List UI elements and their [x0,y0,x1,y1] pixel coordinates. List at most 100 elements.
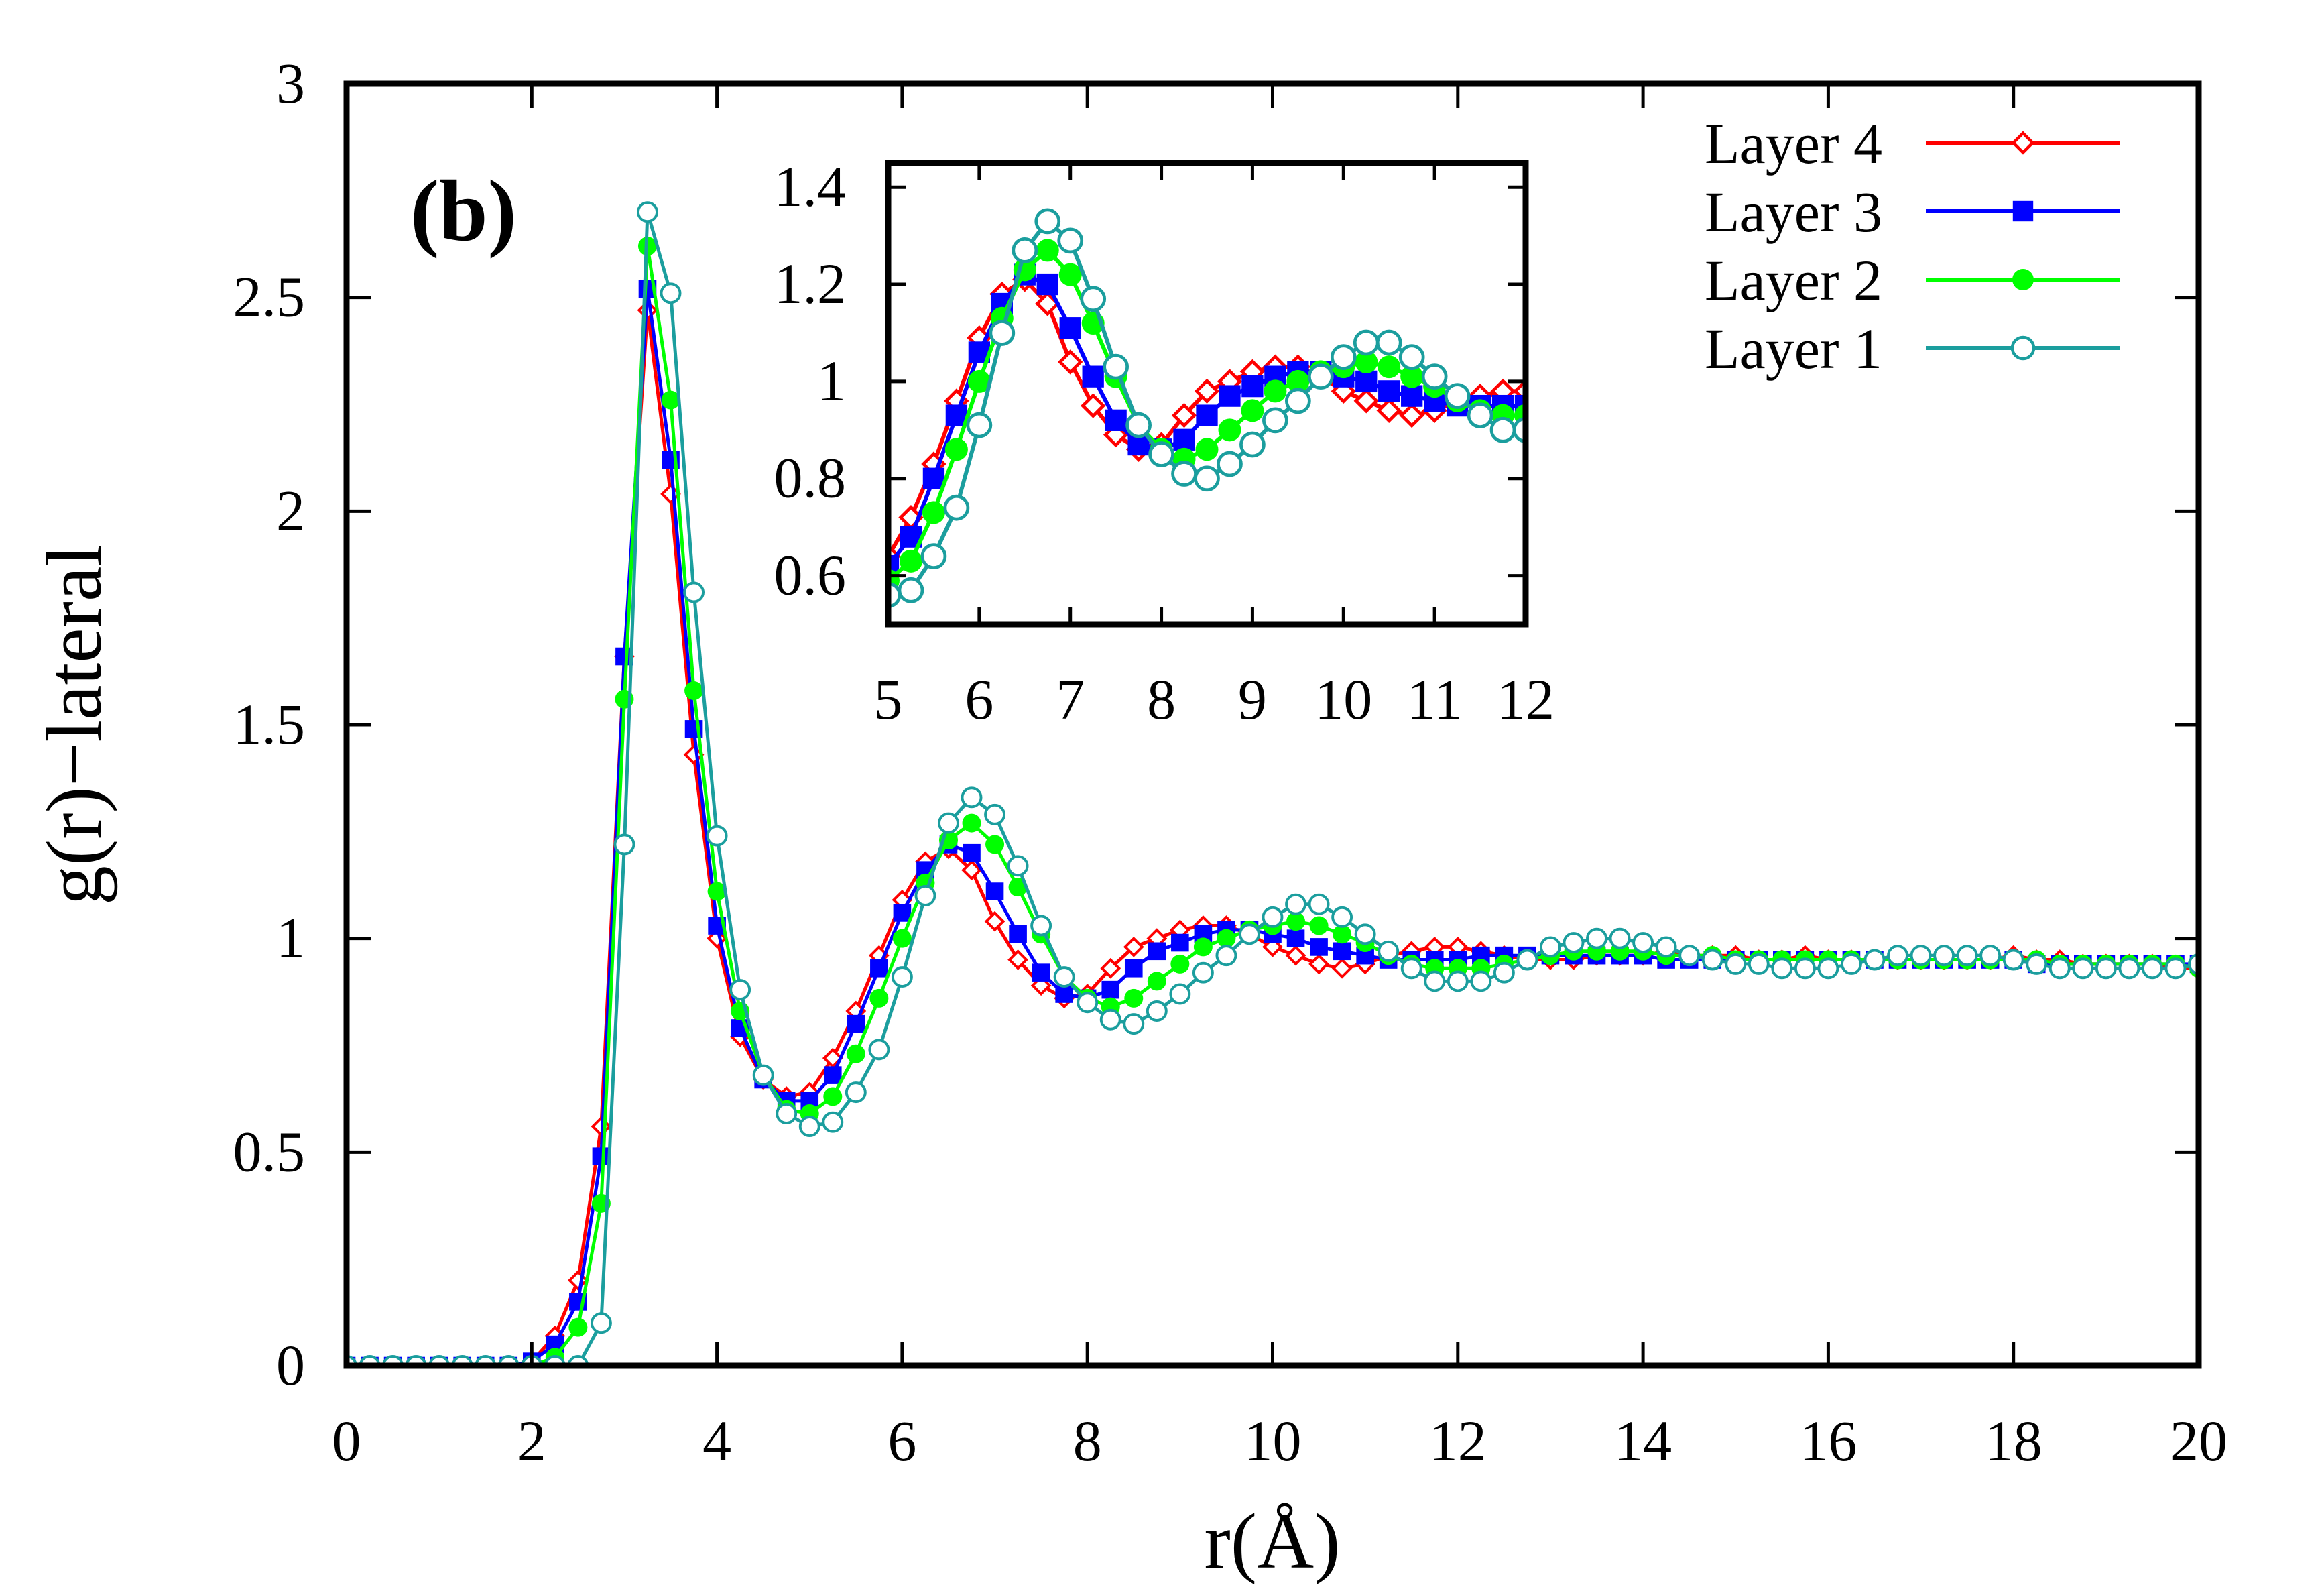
y-axis-title: g(r)−lateral [30,544,118,905]
inset-data-point [1353,329,1380,356]
main-data-point [2002,949,2024,971]
main-data-point [683,581,705,603]
inset-data-point [1059,317,1081,339]
inset-data-point [854,565,877,587]
inset-data-point [1538,386,1559,406]
inset-data-point [1467,402,1493,428]
main-x-tick-label: 0 [332,1409,361,1473]
main-data-point [1147,972,1166,991]
inset-data-point [854,569,877,592]
inset-x-tick-label: 6 [965,667,993,731]
inset-data-point [1082,365,1104,388]
inset-data-point [1171,402,1197,428]
main-data-point [1262,937,1283,957]
main-data-point [869,988,889,1008]
inset-data-point [1103,353,1129,380]
main-data-point [1933,945,1955,967]
inset-data-point [1330,344,1357,371]
inset-data-point [1219,385,1241,407]
main-data-point [1146,1000,1168,1022]
main-data-point [985,835,1005,854]
main-x-tick-label: 20 [2170,1409,2227,1473]
legend-marker [2010,335,2036,361]
inset-data-point [1058,349,1083,375]
inset-data-point [1421,363,1448,390]
inset-x-tick-label: 12 [1497,667,1554,731]
inset-x-tick-label: 7 [1056,667,1085,731]
inset-data-point [855,555,876,577]
main-data-point [845,1081,867,1104]
inset-data-point [1080,286,1107,312]
main-x-tick-label: 12 [1429,1409,1487,1473]
main-data-point [592,1147,611,1166]
inset-data-point [1262,407,1288,434]
legend-label: Layer 1 [1705,316,1882,381]
main-data-point [1124,988,1144,1008]
main-data-point [1007,855,1029,877]
inset-data-point [1217,451,1243,477]
inset-data-point [1355,370,1378,393]
main-data-point [984,803,1006,825]
main-x-tick-label: 8 [1073,1409,1102,1473]
main-data-point [1308,953,1329,975]
main-data-point [1333,925,1352,944]
main-y-tick-label: 2.5 [233,265,306,329]
main-data-point [914,884,936,906]
inset-plot-frame [885,160,1529,628]
main-data-point [1309,916,1329,935]
inset-data-point [1194,465,1220,492]
inset-data-point [1196,404,1218,426]
main-data-point [2118,957,2140,980]
inset-data-point [1538,390,1559,412]
main-data-point [1055,985,1073,1003]
main-x-tick-label: 10 [1244,1409,1302,1473]
main-data-point [1678,945,1701,967]
inset-x-tick-label: 10 [1314,667,1372,731]
inset-x-tick-label: 9 [1238,667,1267,731]
inset-data-point [1537,418,1560,441]
main-data-point [1840,953,1862,975]
legend-label: Layer 4 [1705,111,1882,176]
main-data-point [1192,961,1214,984]
legend-label: Layer 2 [1705,248,1882,312]
main-data-point [1771,957,1793,980]
main-data-point [1030,915,1052,937]
inset-data-point [1444,383,1471,410]
inset-data-point [1241,375,1264,398]
main-data-point [1378,940,1400,962]
inset-data-point [1036,239,1059,262]
main-data-point [637,201,658,223]
main-data-point [1308,893,1330,915]
main-series-group [347,201,2199,1366]
inset-data-point [922,467,945,489]
main-data-point [1470,970,1492,992]
main-data-point [1400,957,1422,980]
main-data-point [1493,961,1515,984]
inset-data-point [1355,350,1378,373]
inset-data-point [966,412,993,438]
main-data-point [984,911,1005,932]
main-data-point [1193,937,1213,957]
inset-data-point [1378,380,1400,402]
inset-series-group [854,208,1560,608]
main-data-point [1217,929,1236,948]
inset-data-point [1034,208,1061,235]
main-data-point [1171,933,1189,952]
inset-data-point [1307,363,1334,390]
main-data-point [1516,949,1538,971]
main-data-point [1215,945,1237,967]
main-data-point [1748,953,1770,975]
inset-data-point [899,549,922,573]
inset-data-point [1194,378,1220,404]
main-x-tick-label: 2 [517,1409,546,1473]
inset-data-point [1058,263,1082,286]
inset-y-tick-label: 0.8 [774,446,847,510]
main-x-tick-label: 6 [888,1409,916,1473]
main-data-point [1170,954,1190,974]
main-data-point [822,1111,844,1133]
main-y-tick-label: 1 [276,906,305,970]
legend-marker [2011,131,2035,155]
